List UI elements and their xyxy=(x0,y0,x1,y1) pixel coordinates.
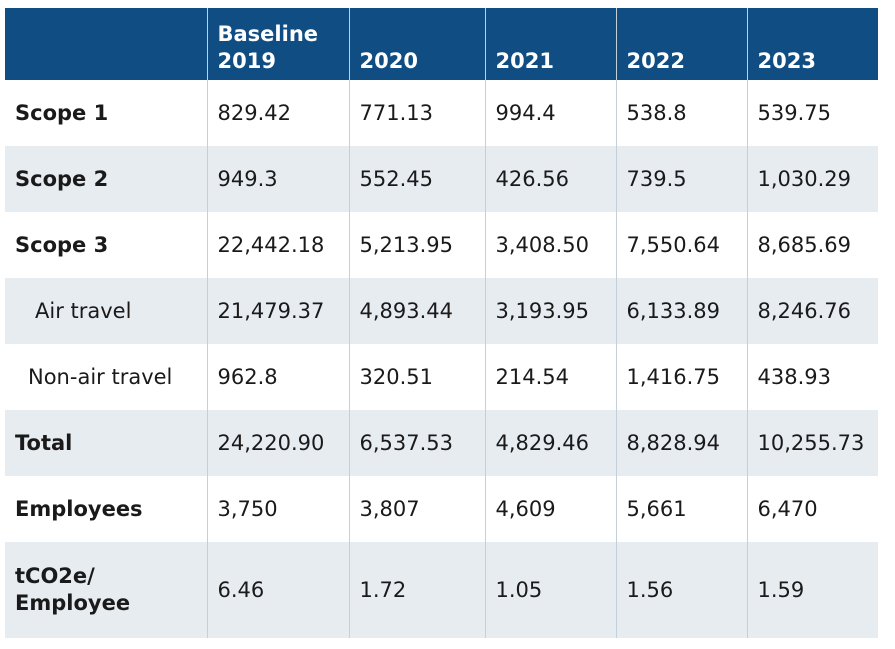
row-label: Air travel xyxy=(5,278,207,344)
cell-2020: 5,213.95 xyxy=(348,212,485,278)
cell-2022: 1,416.75 xyxy=(615,344,747,410)
row-label: Non-air travel xyxy=(5,344,207,410)
cell-2021: 3,193.95 xyxy=(484,278,616,344)
cell-2022: 8,828.94 xyxy=(615,410,747,476)
cell-2020: 320.51 xyxy=(348,344,485,410)
cell-2023: 1.59 xyxy=(746,542,878,638)
cell-2023: 539.75 xyxy=(746,80,878,146)
row-label: tCO2e/ Employee xyxy=(5,542,207,638)
cell-2023: 8,685.69 xyxy=(746,212,878,278)
cell-2023: 6,470 xyxy=(746,476,878,542)
table-body: Scope 1 829.42 771.13 994.4 538.8 539.75… xyxy=(5,80,878,638)
table-row-air-travel: Air travel 21,479.37 4,893.44 3,193.95 6… xyxy=(5,278,878,344)
cell-2020: 6,537.53 xyxy=(348,410,485,476)
row-label: Scope 1 xyxy=(5,80,207,146)
cell-baseline-2019: 3,750 xyxy=(206,476,349,542)
row-label-line-2: Employee xyxy=(15,591,131,615)
header-baseline-year: 2019 xyxy=(217,49,276,73)
table-row-scope-1: Scope 1 829.42 771.13 994.4 538.8 539.75 xyxy=(5,80,878,146)
row-label: Scope 3 xyxy=(5,212,207,278)
cell-2020: 552.45 xyxy=(348,146,485,212)
cell-2021: 4,609 xyxy=(484,476,616,542)
table-row-non-air-travel: Non-air travel 962.8 320.51 214.54 1,416… xyxy=(5,344,878,410)
cell-2021: 994.4 xyxy=(484,80,616,146)
cell-2020: 1.72 xyxy=(348,542,485,638)
cell-2022: 6,133.89 xyxy=(615,278,747,344)
cell-baseline-2019: 22,442.18 xyxy=(206,212,349,278)
cell-2022: 7,550.64 xyxy=(615,212,747,278)
row-label: Employees xyxy=(5,476,207,542)
cell-2020: 4,893.44 xyxy=(348,278,485,344)
cell-baseline-2019: 6.46 xyxy=(206,542,349,638)
header-year-2022: 2022 xyxy=(615,8,747,80)
cell-baseline-2019: 949.3 xyxy=(206,146,349,212)
cell-2021: 426.56 xyxy=(484,146,616,212)
row-label: Scope 2 xyxy=(5,146,207,212)
cell-2021: 1.05 xyxy=(484,542,616,638)
cell-baseline-2019: 24,220.90 xyxy=(206,410,349,476)
emissions-table: Baseline 2019 2020 2021 2022 2023 Scope … xyxy=(5,8,878,638)
emissions-table-container: Baseline 2019 2020 2021 2022 2023 Scope … xyxy=(5,8,878,638)
table-row-tco2e-per-employee: tCO2e/ Employee 6.46 1.72 1.05 1.56 1.59 xyxy=(5,542,878,638)
cell-2021: 214.54 xyxy=(484,344,616,410)
cell-baseline-2019: 21,479.37 xyxy=(206,278,349,344)
table-row-employees: Employees 3,750 3,807 4,609 5,661 6,470 xyxy=(5,476,878,542)
cell-2023: 10,255.73 xyxy=(746,410,878,476)
header-corner-cell xyxy=(5,8,207,80)
cell-2023: 8,246.76 xyxy=(746,278,878,344)
header-baseline-label: Baseline xyxy=(217,22,319,46)
table-row-scope-2: Scope 2 949.3 552.45 426.56 739.5 1,030.… xyxy=(5,146,878,212)
cell-2021: 4,829.46 xyxy=(484,410,616,476)
cell-baseline-2019: 962.8 xyxy=(206,344,349,410)
cell-2022: 1.56 xyxy=(615,542,747,638)
header-year-2021: 2021 xyxy=(484,8,616,80)
cell-2023: 1,030.29 xyxy=(746,146,878,212)
cell-2021: 3,408.50 xyxy=(484,212,616,278)
table-header: Baseline 2019 2020 2021 2022 2023 xyxy=(5,8,878,80)
cell-2022: 739.5 xyxy=(615,146,747,212)
cell-2023: 438.93 xyxy=(746,344,878,410)
table-row-scope-3: Scope 3 22,442.18 5,213.95 3,408.50 7,55… xyxy=(5,212,878,278)
header-row: Baseline 2019 2020 2021 2022 2023 xyxy=(5,8,878,80)
row-label-line-1: tCO2e/ xyxy=(15,564,95,588)
cell-baseline-2019: 829.42 xyxy=(206,80,349,146)
cell-2022: 538.8 xyxy=(615,80,747,146)
header-baseline-2019: Baseline 2019 xyxy=(206,8,349,80)
header-year-2020: 2020 xyxy=(348,8,485,80)
cell-2020: 771.13 xyxy=(348,80,485,146)
cell-2020: 3,807 xyxy=(348,476,485,542)
header-year-2023: 2023 xyxy=(746,8,878,80)
row-label: Total xyxy=(5,410,207,476)
cell-2022: 5,661 xyxy=(615,476,747,542)
table-row-total: Total 24,220.90 6,537.53 4,829.46 8,828.… xyxy=(5,410,878,476)
